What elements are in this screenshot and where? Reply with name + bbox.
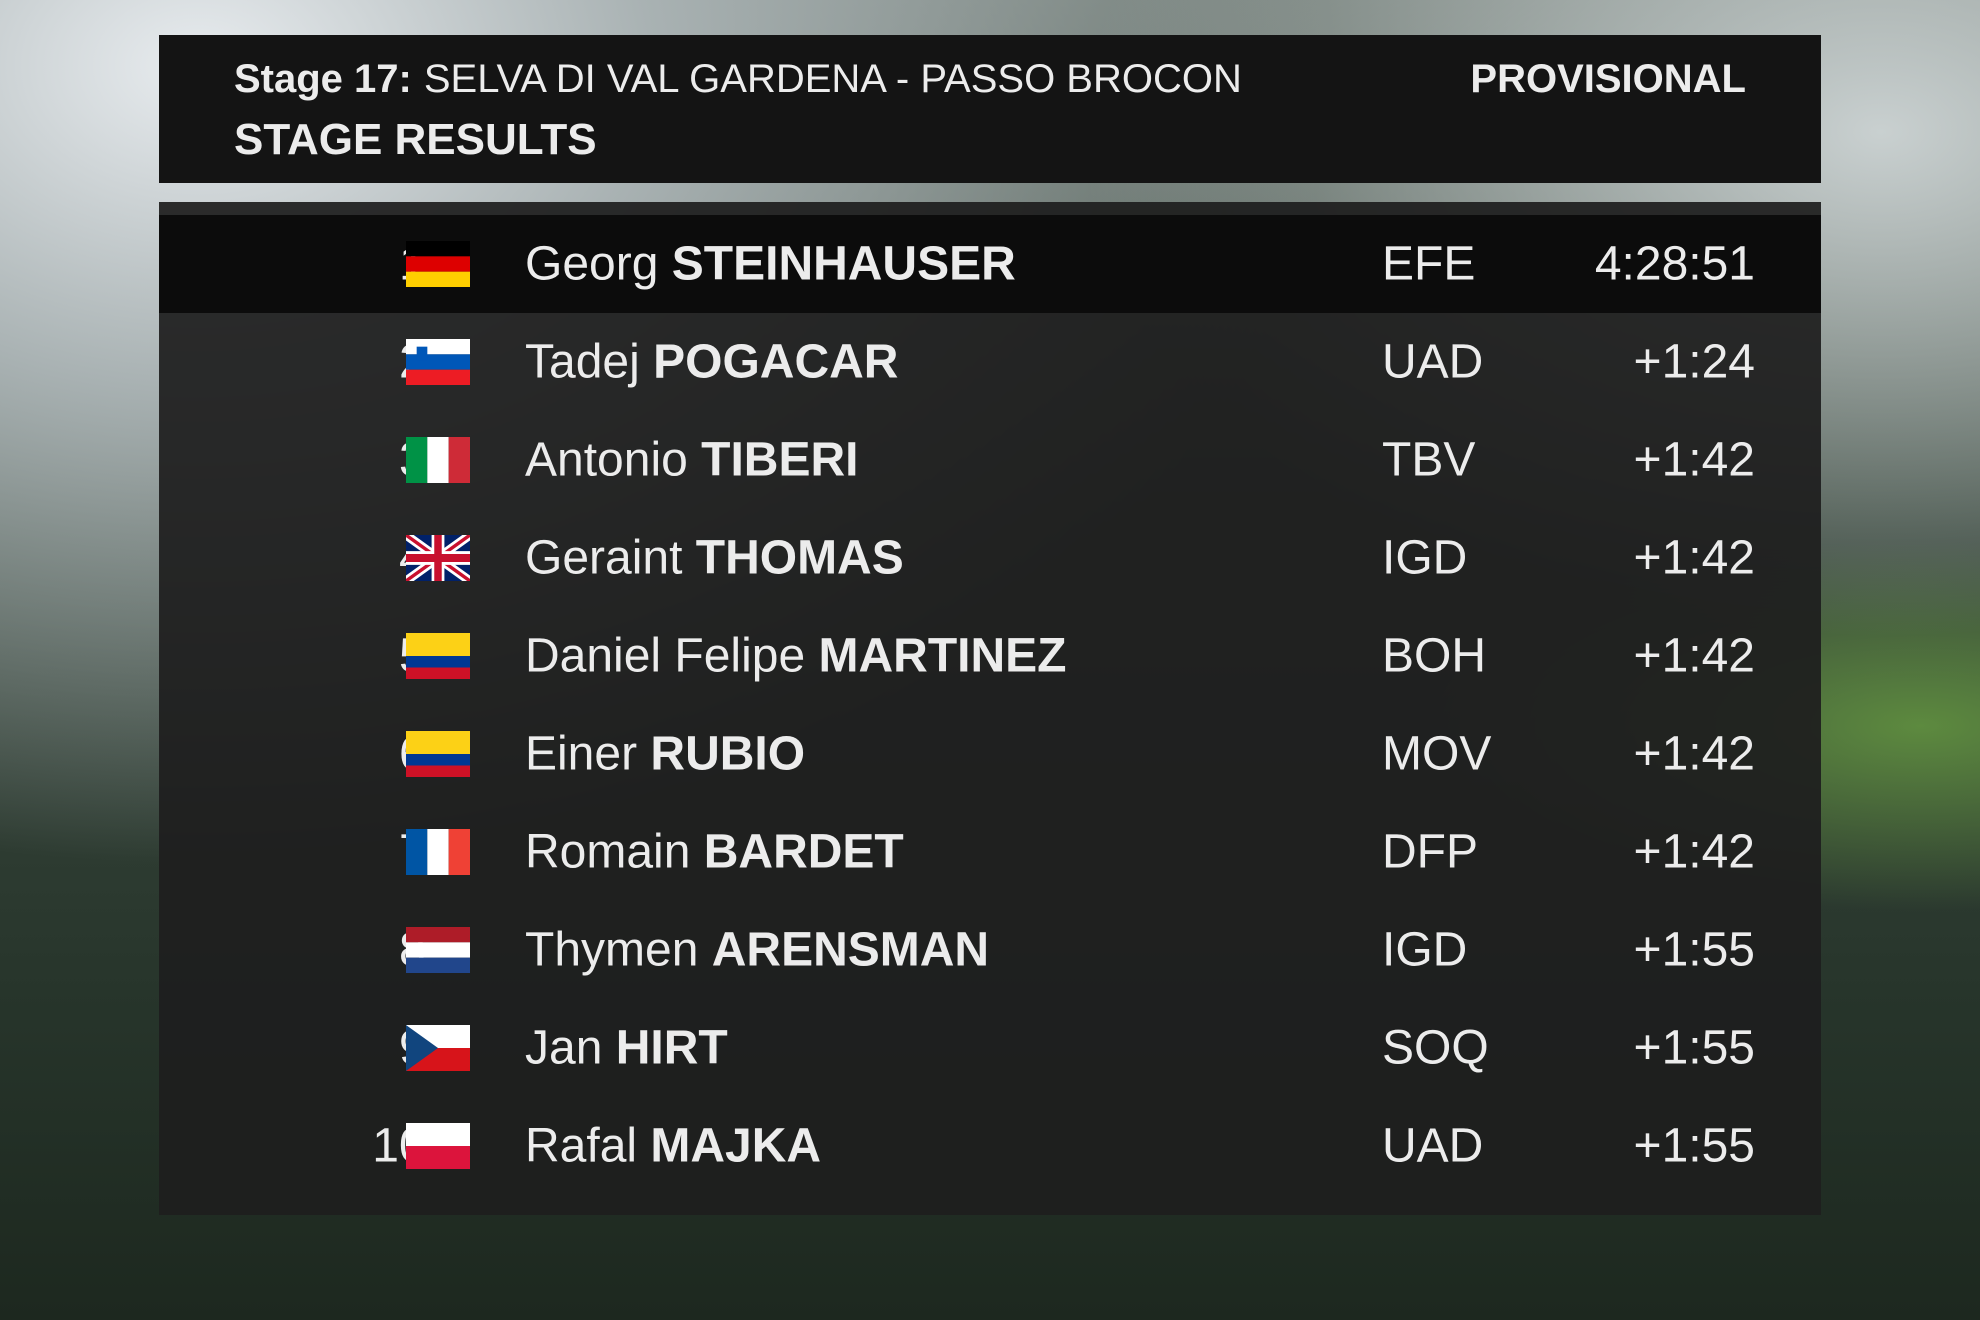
rider-name: Daniel Felipe MARTINEZ bbox=[525, 629, 1066, 684]
rider-name: Romain BARDET bbox=[525, 825, 904, 880]
team: IGD bbox=[1382, 531, 1468, 585]
last-name: POGACAR bbox=[653, 335, 899, 389]
rider-name: Jan HIRT bbox=[525, 1021, 728, 1076]
time: +1:42 bbox=[1633, 727, 1755, 781]
flag bbox=[406, 535, 470, 581]
time: 4:28:51 bbox=[1594, 237, 1755, 291]
rider-name: Antonio TIBERI bbox=[525, 433, 858, 488]
last-name: TIBERI bbox=[701, 433, 859, 487]
first-name: Einer bbox=[525, 727, 638, 781]
flag bbox=[406, 1123, 470, 1169]
first-name: Antonio bbox=[525, 433, 688, 487]
time: +1:24 bbox=[1633, 335, 1755, 389]
results-table: 1. Georg STEINHAUSER EFE 4:28:51 2. Tade… bbox=[159, 202, 1821, 1215]
rider-name: Thymen ARENSMAN bbox=[525, 923, 989, 978]
result-row: 3. Antonio TIBERI TBV +1:42 bbox=[159, 411, 1821, 509]
team: EFE bbox=[1382, 237, 1476, 291]
time: +1:42 bbox=[1633, 433, 1755, 487]
rider-name: Einer RUBIO bbox=[525, 727, 805, 782]
flag bbox=[406, 1025, 470, 1071]
result-row: 5. Daniel Felipe MARTINEZ BOH +1:42 bbox=[159, 607, 1821, 705]
first-name: Daniel Felipe bbox=[525, 629, 806, 683]
team: UAD bbox=[1382, 335, 1484, 389]
first-name: Romain bbox=[525, 825, 691, 879]
route: SELVA DI VAL GARDENA - PASSO BROCON bbox=[423, 57, 1242, 101]
team: UAD bbox=[1382, 1119, 1484, 1173]
flag bbox=[406, 927, 470, 973]
last-name: MARTINEZ bbox=[818, 629, 1067, 683]
flag bbox=[406, 829, 470, 875]
last-name: MAJKA bbox=[650, 1119, 822, 1173]
result-row: 7. Romain BARDET DFP +1:42 bbox=[159, 803, 1821, 901]
flag bbox=[406, 241, 470, 287]
first-name: Thymen bbox=[525, 923, 699, 977]
first-name: Geraint bbox=[525, 531, 683, 585]
last-name: BARDET bbox=[703, 825, 904, 879]
flag bbox=[406, 339, 470, 385]
team: DFP bbox=[1382, 825, 1478, 879]
result-row: 6. Einer RUBIO MOV +1:42 bbox=[159, 705, 1821, 803]
time: +1:42 bbox=[1633, 629, 1755, 683]
stage-line: Stage 17: SELVA DI VAL GARDENA - PASSO BR… bbox=[234, 57, 1242, 102]
rider-name: Georg STEINHAUSER bbox=[525, 237, 1016, 292]
first-name: Rafal bbox=[525, 1119, 638, 1173]
last-name: HIRT bbox=[615, 1021, 728, 1075]
team: IGD bbox=[1382, 923, 1468, 977]
rider-name: Geraint THOMAS bbox=[525, 531, 904, 586]
last-name: ARENSMAN bbox=[711, 923, 990, 977]
first-name: Georg bbox=[525, 237, 659, 291]
first-name: Jan bbox=[525, 1021, 603, 1075]
status: PROVISIONAL bbox=[1470, 57, 1746, 101]
result-row: 9. Jan HIRT SOQ +1:55 bbox=[159, 999, 1821, 1097]
rider-name: Tadej POGACAR bbox=[525, 335, 898, 390]
time: +1:42 bbox=[1633, 825, 1755, 879]
team: BOH bbox=[1382, 629, 1487, 683]
last-name: STEINHAUSER bbox=[671, 237, 1016, 291]
title: STAGE RESULTS bbox=[234, 115, 597, 164]
flag bbox=[406, 437, 470, 483]
flag bbox=[406, 731, 470, 777]
result-row: 8. Thymen ARENSMAN IGD +1:55 bbox=[159, 901, 1821, 999]
time: +1:55 bbox=[1633, 923, 1755, 977]
result-row: 1. Georg STEINHAUSER EFE 4:28:51 bbox=[159, 215, 1821, 313]
result-row: 10. Rafal MAJKA UAD +1:55 bbox=[159, 1097, 1821, 1195]
time: +1:55 bbox=[1633, 1021, 1755, 1075]
time: +1:42 bbox=[1633, 531, 1755, 585]
team: MOV bbox=[1382, 727, 1492, 781]
flag bbox=[406, 633, 470, 679]
first-name: Tadej bbox=[525, 335, 640, 389]
stage-number: Stage 17: bbox=[234, 57, 412, 101]
team: TBV bbox=[1382, 433, 1476, 487]
time: +1:55 bbox=[1633, 1119, 1755, 1173]
team: SOQ bbox=[1382, 1021, 1489, 1075]
rider-name: Rafal MAJKA bbox=[525, 1119, 821, 1174]
last-name: RUBIO bbox=[650, 727, 806, 781]
result-row: 2. Tadej POGACAR UAD +1:24 bbox=[159, 313, 1821, 411]
last-name: THOMAS bbox=[695, 531, 904, 585]
result-row: 4. Geraint THOMAS IGD +1:42 bbox=[159, 509, 1821, 607]
header: Stage 17: SELVA DI VAL GARDENA - PASSO BR… bbox=[159, 35, 1821, 183]
